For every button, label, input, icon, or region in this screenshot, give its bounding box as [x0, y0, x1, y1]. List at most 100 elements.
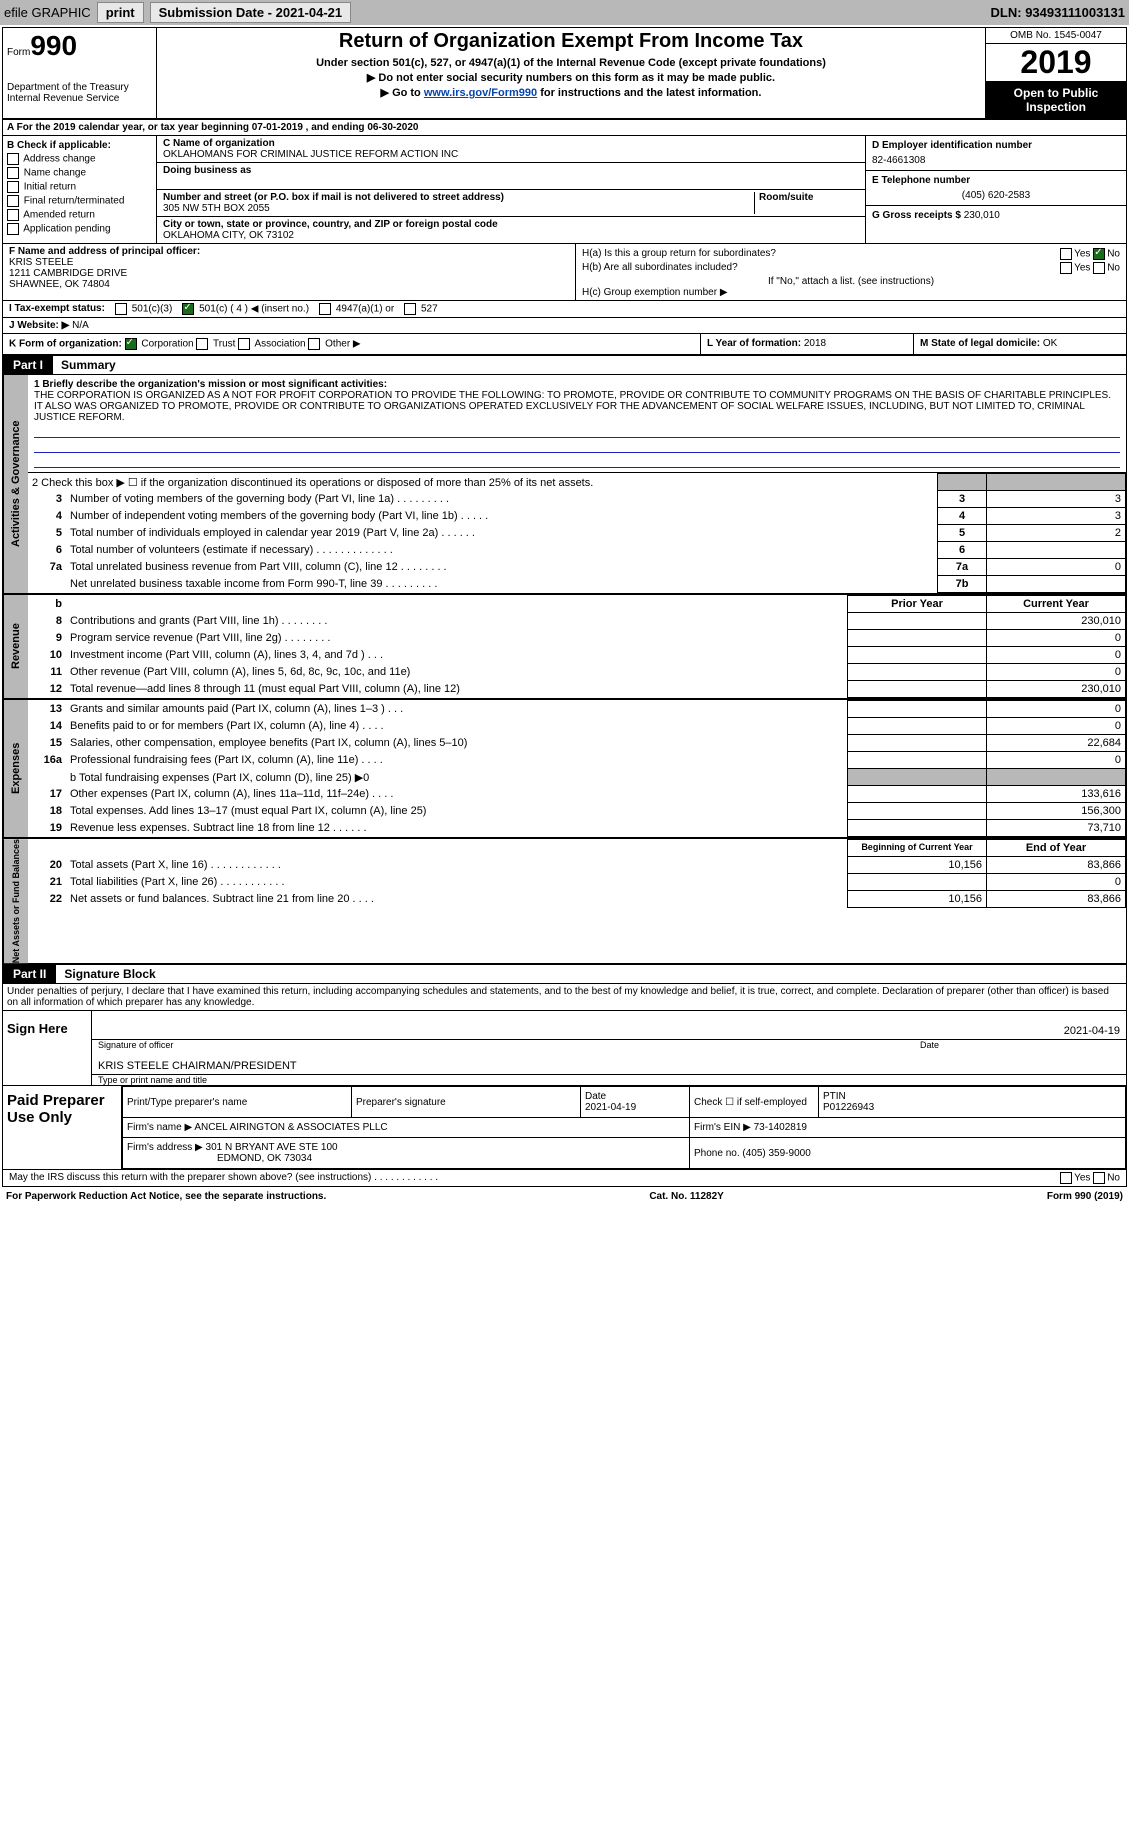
sign-date: 2021-04-19 [1064, 1025, 1120, 1037]
final-return-checkbox[interactable] [7, 195, 19, 207]
addr-change-checkbox[interactable] [7, 153, 19, 165]
side-governance: Activities & Governance [3, 375, 28, 593]
form-header: Form990 Department of the Treasury Inter… [3, 28, 1126, 120]
expenses-table: 13Grants and similar amounts paid (Part … [28, 700, 1126, 837]
4947-checkbox[interactable] [319, 303, 331, 315]
ha-yes-checkbox[interactable] [1060, 248, 1072, 260]
ptin: P01226943 [823, 1102, 874, 1113]
trust-checkbox[interactable] [196, 338, 208, 350]
preparer-table: Print/Type preparer's name Preparer's si… [122, 1086, 1126, 1169]
app-pending-checkbox[interactable] [7, 223, 19, 235]
box-de: D Employer identification number 82-4661… [865, 136, 1126, 243]
identity-grid: B Check if applicable: Address change Na… [3, 136, 1126, 244]
city-state-zip: OKLAHOMA CITY, OK 73102 [163, 230, 859, 241]
netassets-table: Beginning of Current YearEnd of Year 20T… [28, 839, 1126, 908]
instructions-link-row: ▶ Go to www.irs.gov/Form990 for instruct… [163, 86, 979, 99]
perjury-declaration: Under penalties of perjury, I declare th… [3, 984, 1126, 1010]
officer-sign-name: KRIS STEELE CHAIRMAN/PRESIDENT [98, 1060, 297, 1072]
firm-addr1: 301 N BRYANT AVE STE 100 [206, 1142, 338, 1153]
527-checkbox[interactable] [404, 303, 416, 315]
firm-ein: 73-1402819 [754, 1122, 807, 1133]
discuss-yes-checkbox[interactable] [1060, 1172, 1072, 1184]
ein: 82-4661308 [872, 155, 1120, 166]
v18: 156,300 [987, 803, 1126, 820]
v7b [987, 576, 1126, 593]
501c-checkbox[interactable] [182, 303, 194, 315]
discuss-row: May the IRS discuss this return with the… [3, 1169, 1126, 1186]
b22: 10,156 [848, 891, 987, 908]
v10: 0 [987, 647, 1126, 664]
v8: 230,010 [987, 613, 1126, 630]
row-i: I Tax-exempt status: 501(c)(3) 501(c) ( … [3, 301, 1126, 318]
assoc-checkbox[interactable] [238, 338, 250, 350]
street: 305 NW 5TH BOX 2055 [163, 203, 754, 214]
hb-no-checkbox[interactable] [1093, 262, 1105, 274]
officer-group-row: F Name and address of principal officer:… [3, 244, 1126, 301]
expenses-section: Expenses 13Grants and similar amounts pa… [3, 700, 1126, 837]
v19: 73,710 [987, 820, 1126, 837]
domicile: OK [1043, 338, 1057, 349]
open-inspection: Open to Public Inspection [986, 82, 1126, 118]
governance-section: Activities & Governance 1 Briefly descri… [3, 375, 1126, 593]
omb-number: OMB No. 1545-0047 [986, 28, 1126, 44]
website: N/A [72, 320, 89, 331]
revenue-section: Revenue bPrior YearCurrent Year 8Contrib… [3, 595, 1126, 698]
dept-label: Department of the Treasury Internal Reve… [7, 82, 152, 104]
efile-label: efile GRAPHIC [4, 5, 91, 20]
row-j: J Website: ▶ N/A [3, 318, 1126, 334]
initial-return-checkbox[interactable] [7, 181, 19, 193]
v7a: 0 [987, 559, 1126, 576]
toolbar: efile GRAPHIC print Submission Date - 20… [0, 0, 1129, 25]
paid-preparer-block: Paid Preparer Use Only Print/Type prepar… [3, 1085, 1126, 1169]
tax-year: 2019 [986, 44, 1126, 82]
form-id-block: Form990 Department of the Treasury Inter… [3, 28, 157, 118]
other-checkbox[interactable] [308, 338, 320, 350]
form-ref: Form 990 (2019) [1047, 1191, 1123, 1202]
sign-here-block: Sign Here 2021-04-19 Signature of office… [3, 1010, 1126, 1085]
ha-no-checkbox[interactable] [1093, 248, 1105, 260]
box-b: B Check if applicable: Address change Na… [3, 136, 157, 243]
v6 [987, 542, 1126, 559]
discuss-no-checkbox[interactable] [1093, 1172, 1105, 1184]
firm-phone: (405) 359-9000 [742, 1148, 810, 1159]
print-button[interactable]: print [97, 2, 144, 23]
revenue-table: bPrior YearCurrent Year 8Contributions a… [28, 595, 1126, 698]
firm-name: ANCEL AIRINGTON & ASSOCIATES PLLC [194, 1122, 387, 1133]
side-netassets: Net Assets or Fund Balances [3, 839, 28, 963]
v13: 0 [987, 701, 1126, 718]
box-c: C Name of organization OKLAHOMANS FOR CR… [157, 136, 865, 243]
instructions-link[interactable]: www.irs.gov/Form990 [424, 87, 537, 99]
submission-date: Submission Date - 2021-04-21 [150, 2, 352, 23]
netassets-section: Net Assets or Fund Balances Beginning of… [3, 839, 1126, 963]
v14: 0 [987, 718, 1126, 735]
v15: 22,684 [987, 735, 1126, 752]
hb-yes-checkbox[interactable] [1060, 262, 1072, 274]
part2-header: Part II Signature Block [3, 965, 1126, 984]
501c3-checkbox[interactable] [115, 303, 127, 315]
corp-checkbox[interactable] [125, 338, 137, 350]
omb-block: OMB No. 1545-0047 2019 Open to Public In… [985, 28, 1126, 118]
row-a-period: A For the 2019 calendar year, or tax yea… [3, 120, 1126, 136]
firm-addr2: EDMOND, OK 73034 [217, 1153, 312, 1164]
v16a: 0 [987, 752, 1126, 769]
box-h: H(a) Is this a group return for subordin… [576, 244, 1126, 300]
part1-header: Part I Summary [3, 356, 1126, 375]
e22: 83,866 [987, 891, 1126, 908]
v5: 2 [987, 525, 1126, 542]
prep-date: 2021-04-19 [585, 1102, 636, 1113]
ssn-note: ▶ Do not enter social security numbers o… [163, 71, 979, 84]
year-formation: 2018 [804, 338, 826, 349]
name-change-checkbox[interactable] [7, 167, 19, 179]
cat-no: Cat. No. 11282Y [649, 1191, 723, 1202]
amended-checkbox[interactable] [7, 209, 19, 221]
page-title: Return of Organization Exempt From Incom… [163, 30, 979, 53]
form-990: Form990 Department of the Treasury Inter… [2, 27, 1127, 1187]
side-expenses: Expenses [3, 700, 28, 837]
v11: 0 [987, 664, 1126, 681]
mission-text: THE CORPORATION IS ORGANIZED AS A NOT FO… [34, 390, 1120, 423]
b20: 10,156 [848, 857, 987, 874]
box-f: F Name and address of principal officer:… [3, 244, 576, 300]
governance-table: 2 Check this box ▶ ☐ if the organization… [28, 473, 1126, 593]
e21: 0 [987, 874, 1126, 891]
v9: 0 [987, 630, 1126, 647]
